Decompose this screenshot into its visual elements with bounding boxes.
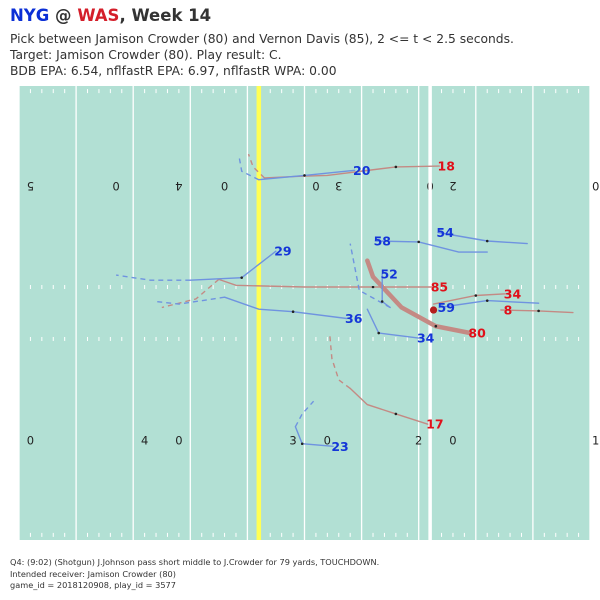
defense-player-label: 59 [438, 300, 455, 315]
defense-player-label: 29 [274, 244, 291, 259]
offense-track-marker [371, 285, 375, 289]
offense-track-future [161, 278, 220, 309]
offense-track-marker [474, 294, 478, 297]
yard-number: 0 [221, 179, 228, 193]
defense-player-label: 58 [374, 234, 391, 249]
yard-number: 0 [175, 433, 182, 447]
offense-track-marker [394, 412, 398, 416]
home-team: WAS [77, 6, 120, 25]
yard-number: 0 [27, 433, 34, 447]
defense-track [223, 296, 348, 320]
yard-number: 4 [141, 433, 148, 447]
offense-track-marker [537, 309, 540, 313]
offense-player-label: 85 [431, 280, 448, 295]
subtitle-line-3: BDB EPA: 6.54, nflfastR EPA: 6.97, nflfa… [10, 64, 337, 78]
football [429, 306, 438, 314]
offense-player-label: 34 [504, 286, 522, 301]
yard-number: 1 [592, 433, 599, 447]
defense-player-label: 23 [331, 439, 348, 454]
yard-number: 0 [312, 179, 319, 193]
defense-track-future [238, 158, 260, 181]
at-sign: @ [49, 6, 78, 25]
away-team: NYG [10, 6, 50, 25]
offense-player-label: 80 [468, 326, 486, 341]
play-caption: Q4: (9:02) (Shotgun) J.Johnson pass shor… [10, 557, 379, 592]
offense-track-marker [394, 165, 398, 169]
subtitle-line-2: Target: Jamison Crowder (80). Play resul… [10, 48, 282, 62]
defense-track-marker [380, 300, 384, 303]
caption-line-2: Intended receiver: Jamison Crowder (80) [10, 568, 176, 579]
yard-number: 3 [335, 179, 342, 193]
yard-number: 5 [27, 179, 34, 193]
yard-number: 4 [175, 179, 182, 193]
defense-track-future [115, 274, 191, 281]
offense-track [349, 387, 429, 425]
defense-track-marker [377, 331, 381, 335]
defense-player-label: 36 [345, 311, 363, 326]
offense-track [218, 278, 434, 288]
defense-track-marker [240, 276, 243, 279]
defense-track-marker [485, 299, 489, 302]
defense-track-future [294, 400, 315, 428]
week-label: , Week 14 [119, 6, 212, 25]
defense-track-future [155, 296, 225, 305]
offense-track [365, 258, 473, 336]
yard-number: 0 [112, 179, 119, 193]
defense-player-label: 34 [417, 331, 435, 346]
defense-track [374, 240, 488, 253]
defense-track-marker [417, 240, 421, 244]
offense-track-future [328, 332, 351, 389]
caption-line-1: Q4: (9:02) (Shotgun) J.Johnson pass shor… [10, 557, 380, 567]
yard-number: 0 [592, 179, 599, 193]
defense-track-marker [303, 174, 306, 177]
chart-title: NYG @ WAS, Week 14 [10, 6, 211, 25]
subtitle-line-1: Pick between Jamison Crowder (80) and Ve… [10, 32, 514, 46]
defense-player-label: 20 [353, 163, 371, 178]
offense-track-marker [434, 324, 438, 328]
defense-track-future [349, 243, 391, 309]
yard-number: 0 [449, 433, 456, 447]
defense-track-marker [485, 239, 489, 243]
yard-number: 2 [415, 433, 422, 447]
yard-number: 3 [289, 433, 296, 447]
offense-player-label: 17 [426, 417, 443, 432]
yard-number: 0 [324, 433, 331, 447]
offense-player-label: 8 [504, 303, 513, 318]
offense-player-label: 18 [438, 159, 455, 174]
yard-number: 2 [449, 179, 456, 193]
defense-player-label: 54 [436, 225, 454, 240]
defense-track-marker [300, 442, 304, 446]
caption-line-3: game_id = 2018120908, play_id = 3577 [10, 580, 176, 591]
defense-player-label: 52 [380, 267, 397, 282]
defense-track-marker [291, 310, 295, 314]
